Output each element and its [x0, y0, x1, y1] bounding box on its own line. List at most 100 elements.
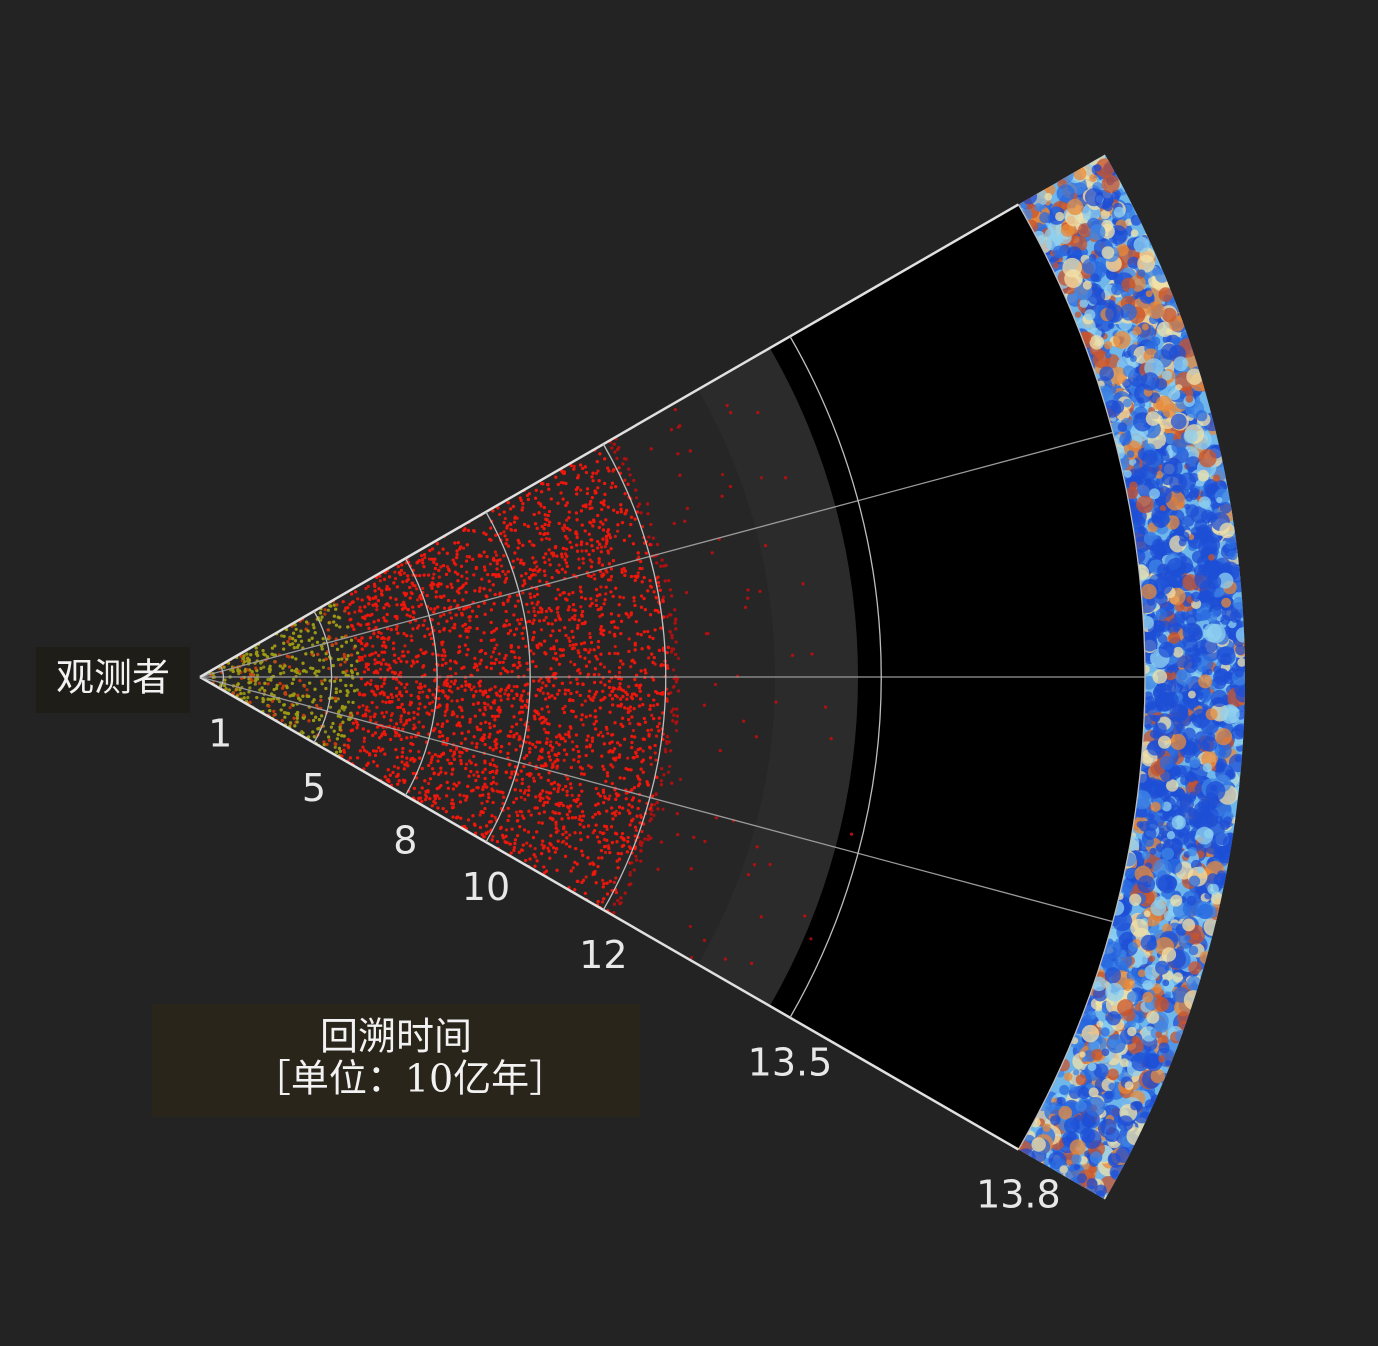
cmb-spot	[1172, 646, 1184, 658]
cmb-spot	[1173, 356, 1189, 372]
cmb-spot	[1066, 246, 1082, 262]
cmb-spot	[1044, 228, 1057, 241]
cmb-spot	[1031, 1137, 1046, 1152]
cmb-spot	[1145, 290, 1153, 298]
cmb-spot	[1075, 1074, 1087, 1086]
cmb-spot	[1200, 609, 1211, 621]
cmb-spot	[1075, 1100, 1087, 1112]
cmb-spot	[1124, 350, 1132, 358]
cmb-spot	[1081, 1114, 1096, 1128]
cmb-spot	[1171, 704, 1188, 721]
cmb-spot	[1132, 326, 1142, 336]
galaxy-dot	[809, 937, 813, 941]
cmb-spot	[1165, 670, 1176, 681]
cmb-spot	[1203, 479, 1219, 495]
cmb-spot	[1232, 596, 1245, 610]
cmb-spot	[1186, 368, 1203, 385]
cmb-spot	[1166, 665, 1175, 674]
cmb-spot	[1155, 1031, 1163, 1038]
cmb-spot	[1124, 218, 1133, 227]
cmb-spot	[1069, 1139, 1086, 1156]
cmb-spot	[1148, 813, 1155, 821]
cmb-spot	[1159, 755, 1174, 771]
cmb-spot	[1096, 1020, 1104, 1028]
galaxy-dot	[631, 728, 636, 733]
cmb-spot	[1153, 576, 1173, 595]
cmb-spot	[1152, 538, 1165, 552]
cmb-spot	[1207, 883, 1219, 895]
cmb-spot	[1154, 996, 1170, 1012]
cmb-spot	[1167, 858, 1183, 874]
cmb-spot	[1149, 847, 1157, 855]
cmb-spot	[1176, 794, 1194, 813]
cmb-spot	[1202, 536, 1221, 554]
cmb-spot	[1081, 1024, 1100, 1043]
cmb-spot	[1194, 691, 1204, 700]
cmb-spot	[1161, 343, 1178, 360]
cmb-spot	[1130, 1101, 1140, 1111]
cmb-spot	[1219, 502, 1232, 514]
cmb-spot	[1123, 469, 1132, 478]
cmb-spot	[1170, 413, 1187, 430]
cmb-spot	[1104, 941, 1122, 959]
cmb-spot	[1104, 1090, 1114, 1100]
cmb-spot	[1141, 635, 1158, 652]
cmb-spot	[1123, 398, 1132, 408]
cmb-spot	[1217, 572, 1234, 589]
cmb-spot	[1087, 1039, 1100, 1052]
cmb-spot	[1105, 982, 1125, 1002]
cmb-spot	[1202, 762, 1213, 773]
cmb-spot	[1155, 395, 1173, 412]
cmb-spot	[1182, 918, 1196, 932]
cmb-spot	[1189, 791, 1197, 800]
cmb-spot	[1216, 646, 1236, 666]
cmb-spot	[1198, 496, 1211, 509]
cmb-spot	[1161, 370, 1173, 381]
cmb-spot	[1106, 1034, 1126, 1054]
cmb-spot	[1163, 910, 1175, 922]
cmb-spot	[1119, 432, 1132, 446]
cmb-spot	[1187, 690, 1196, 699]
cmb-spot	[1074, 311, 1082, 318]
cmb-spot	[1056, 184, 1075, 203]
cmb-spot	[1188, 875, 1201, 887]
cmb-spot	[1168, 631, 1181, 644]
cmb-spot	[1101, 174, 1120, 194]
cmb-spot	[1117, 999, 1134, 1016]
cmb-spot	[1150, 1068, 1165, 1084]
cmb-spot	[1195, 410, 1208, 422]
cmb-spot	[1162, 979, 1170, 987]
cmb-spot	[1082, 280, 1092, 290]
cmb-spot	[1111, 283, 1123, 296]
cmb-spot	[1161, 947, 1177, 962]
cmb-spot	[1063, 1117, 1080, 1134]
cmb-spot	[1122, 365, 1135, 378]
cmb-spot	[1127, 941, 1138, 952]
cmb-spot	[1178, 472, 1197, 491]
cmb-spot	[1161, 452, 1170, 461]
cmb-spot	[1198, 449, 1217, 468]
cmb-spot	[1153, 859, 1173, 878]
cmb-spot	[1130, 1052, 1150, 1072]
cmb-spot	[1093, 1063, 1109, 1079]
cmb-spot	[1084, 188, 1104, 207]
cmb-spot	[1089, 335, 1105, 350]
cmb-spot	[1141, 850, 1151, 860]
cmb-spot	[1185, 504, 1199, 518]
cmb-spot	[1180, 611, 1190, 621]
cmb-spot	[1099, 366, 1114, 381]
cmb-spot	[1129, 893, 1142, 906]
cmb-spot	[1194, 656, 1201, 663]
cmb-spot	[1127, 256, 1140, 269]
cmb-spot	[1146, 700, 1157, 711]
cmb-spot	[1188, 961, 1202, 975]
cmb-spot	[1223, 816, 1233, 826]
cmb-spot	[1235, 627, 1245, 643]
galaxy-dot	[327, 666, 331, 671]
cmb-spot	[1077, 1086, 1090, 1100]
cmb-spot	[1052, 262, 1059, 269]
cmb-spot	[1124, 978, 1135, 990]
cmb-spot	[1158, 641, 1175, 658]
cmb-spot	[1227, 549, 1238, 561]
cmb-spot	[1126, 486, 1139, 500]
